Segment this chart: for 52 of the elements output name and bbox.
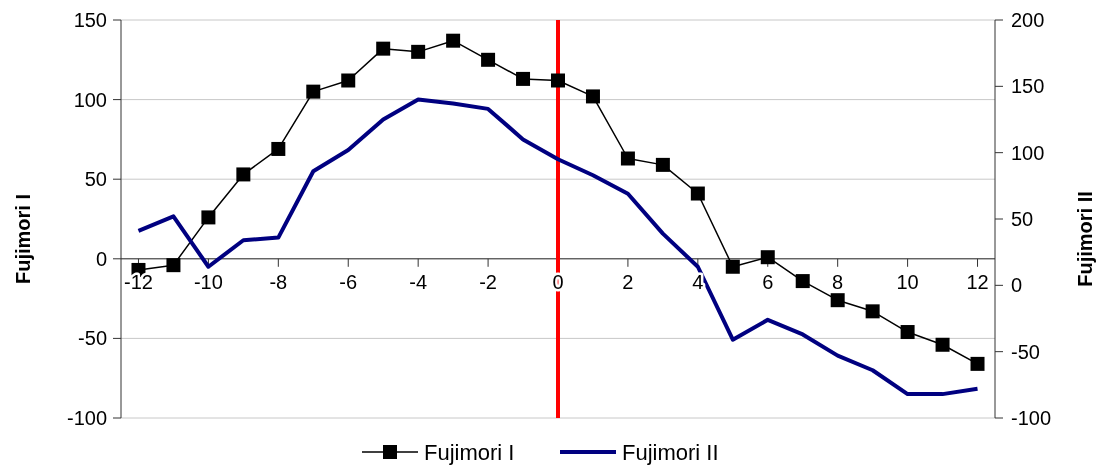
legend-label: Fujimori II <box>622 439 719 465</box>
x-tick-label: -2 <box>479 270 497 293</box>
y-tick-label: -50 <box>78 327 107 350</box>
point <box>516 71 531 86</box>
point <box>236 167 251 182</box>
point <box>760 250 775 265</box>
point <box>690 186 705 201</box>
point <box>341 73 356 88</box>
y-tick-label: 0 <box>95 247 107 270</box>
y2-tick-label: 200 <box>1011 9 1045 31</box>
point <box>935 337 950 352</box>
x-tick-label: 10 <box>896 270 919 293</box>
y2-tick-label: -100 <box>1011 407 1052 429</box>
y-tick-label: 50 <box>84 168 107 191</box>
y2-tick-label: 100 <box>1011 141 1045 164</box>
x-tick-label: -12 <box>124 270 153 293</box>
point <box>271 141 286 156</box>
y-axis-title: Fujimori I <box>12 194 34 284</box>
y2-tick-label: 50 <box>1011 208 1034 230</box>
point <box>795 274 810 289</box>
x-tick-label: 6 <box>762 270 774 293</box>
point <box>411 44 426 59</box>
point <box>970 356 985 371</box>
x-tick-label: 12 <box>966 270 989 293</box>
x-tick-label: 8 <box>832 270 844 293</box>
y-tick-label: 150 <box>73 9 107 31</box>
point <box>446 33 461 48</box>
x-tick-label: -6 <box>339 270 358 293</box>
point <box>481 52 496 67</box>
point <box>655 157 670 172</box>
point <box>585 89 600 104</box>
y2-tick-label: 150 <box>1011 75 1045 98</box>
point <box>620 151 635 166</box>
x-tick-label: -8 <box>269 270 288 293</box>
point <box>551 73 565 88</box>
y-tick-label: -100 <box>66 407 107 429</box>
point <box>830 293 845 308</box>
point <box>865 304 880 319</box>
y-tick-label: 100 <box>73 88 107 111</box>
point <box>725 259 740 274</box>
legend-label: Fujimori I <box>424 439 515 465</box>
x-tick-label: 4 <box>692 270 704 293</box>
x-tick-label: 2 <box>622 270 634 293</box>
point <box>166 258 181 273</box>
x-tick-label: -10 <box>193 270 223 293</box>
point <box>306 84 321 99</box>
point <box>376 41 391 56</box>
point <box>900 325 915 340</box>
y2-axis-title: Fujimori II <box>1074 191 1096 287</box>
y2-tick-label: -50 <box>1011 340 1040 363</box>
point <box>201 210 216 225</box>
x-tick-label: -4 <box>409 270 428 293</box>
